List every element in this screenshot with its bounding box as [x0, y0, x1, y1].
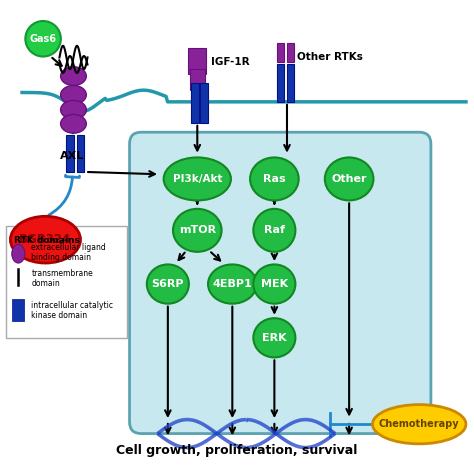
Ellipse shape	[147, 265, 189, 304]
FancyBboxPatch shape	[129, 132, 431, 433]
Text: Chemotherapy: Chemotherapy	[379, 419, 459, 429]
Ellipse shape	[208, 265, 256, 304]
Text: IGF-1R: IGF-1R	[211, 57, 250, 67]
FancyBboxPatch shape	[287, 64, 294, 102]
Text: Raf: Raf	[264, 225, 285, 235]
Text: transmembrane
domain: transmembrane domain	[31, 269, 93, 288]
Ellipse shape	[61, 115, 86, 133]
Ellipse shape	[164, 157, 231, 200]
Text: Other: Other	[331, 174, 367, 184]
Ellipse shape	[253, 318, 295, 357]
Circle shape	[25, 21, 61, 56]
FancyBboxPatch shape	[6, 226, 127, 338]
Ellipse shape	[253, 209, 295, 252]
Ellipse shape	[250, 157, 299, 200]
Ellipse shape	[12, 244, 25, 263]
Text: RTK domains: RTK domains	[14, 236, 80, 245]
Text: MEK: MEK	[261, 279, 288, 289]
FancyBboxPatch shape	[190, 69, 205, 90]
Text: Cell growth, proliferation, survival: Cell growth, proliferation, survival	[116, 444, 358, 457]
Text: mTOR: mTOR	[179, 225, 216, 235]
Text: S6RP: S6RP	[152, 279, 184, 289]
Text: BGB324: BGB324	[19, 233, 72, 246]
Text: extracellular ligand
binding domain: extracellular ligand binding domain	[31, 243, 106, 262]
FancyBboxPatch shape	[12, 299, 24, 321]
FancyBboxPatch shape	[66, 134, 74, 172]
FancyBboxPatch shape	[200, 83, 209, 123]
FancyBboxPatch shape	[287, 43, 294, 62]
Ellipse shape	[373, 405, 466, 444]
Text: PI3k/Akt: PI3k/Akt	[173, 174, 222, 184]
FancyBboxPatch shape	[77, 134, 84, 172]
Ellipse shape	[325, 157, 374, 200]
Text: Gas6: Gas6	[29, 34, 56, 44]
Text: intracellular catalytic
kinase domain: intracellular catalytic kinase domain	[31, 301, 113, 321]
Ellipse shape	[253, 265, 295, 304]
Ellipse shape	[10, 216, 81, 263]
Text: Other RTKs: Other RTKs	[297, 53, 363, 63]
FancyBboxPatch shape	[277, 43, 284, 62]
Ellipse shape	[173, 209, 221, 252]
Text: Ras: Ras	[263, 174, 286, 184]
Ellipse shape	[61, 101, 86, 119]
Text: AXL: AXL	[60, 150, 85, 161]
FancyBboxPatch shape	[188, 48, 206, 74]
Ellipse shape	[61, 67, 86, 86]
Text: ERK: ERK	[262, 333, 287, 343]
FancyBboxPatch shape	[191, 83, 199, 123]
Text: 4EBP1: 4EBP1	[212, 279, 252, 289]
FancyBboxPatch shape	[277, 64, 284, 102]
Ellipse shape	[61, 86, 86, 104]
